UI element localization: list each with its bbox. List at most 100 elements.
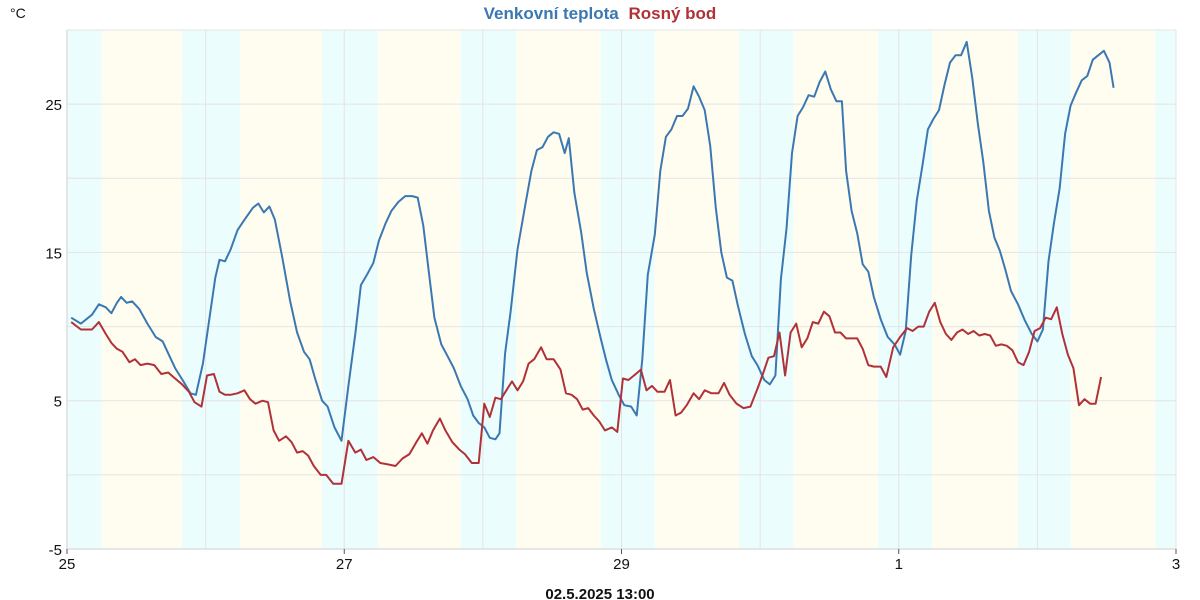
dewpoint-point: [873, 366, 875, 368]
temperature-point: [105, 306, 107, 308]
dewpoint-point: [1045, 317, 1047, 319]
band-twilight-16: [1155, 30, 1176, 549]
dewpoint-point: [478, 462, 480, 464]
dewpoint-point: [743, 407, 745, 409]
dewpoint-point: [116, 348, 118, 350]
temperature-point: [1053, 222, 1055, 224]
temperature-point: [268, 206, 270, 208]
temperature-point: [605, 360, 607, 362]
x-tick-label: 29: [613, 556, 630, 573]
temperature-point: [214, 277, 216, 279]
dewpoint-point: [669, 379, 671, 381]
dewpoint-point: [616, 431, 618, 433]
temperature-point: [126, 302, 128, 304]
dewpoint-point: [698, 398, 700, 400]
dewpoint-point: [365, 459, 367, 461]
dewpoint-point: [1006, 345, 1008, 347]
dewpoint-point: [1078, 404, 1080, 406]
band-day-11: [793, 30, 878, 549]
dewpoint-point: [984, 333, 986, 335]
band-twilight-6: [460, 30, 517, 549]
dewpoint-point: [213, 373, 215, 375]
band-day-9: [654, 30, 740, 549]
temperature-point: [1024, 320, 1026, 322]
dewpoint-point: [856, 337, 858, 339]
dewpoint-point: [680, 412, 682, 414]
temperature-point: [360, 284, 362, 286]
dewpoint-point: [273, 429, 275, 431]
temperature-point: [921, 165, 923, 167]
temperature-point: [971, 77, 973, 79]
dewpoint-point: [201, 406, 203, 408]
temperature-point: [636, 415, 638, 417]
temperature-point: [327, 406, 329, 408]
temperature-point: [230, 249, 232, 251]
dewpoint-point: [415, 441, 417, 443]
dewpoint-point: [546, 358, 548, 360]
temperature-point: [367, 272, 369, 274]
temperature-point: [1036, 340, 1038, 342]
temperature-point: [289, 300, 291, 302]
temperature-point: [568, 137, 570, 139]
dewpoint-point: [560, 369, 562, 371]
temperature-point: [354, 333, 356, 335]
dewpoint-point: [80, 329, 82, 331]
dewpoint-point: [749, 406, 751, 408]
dewpoint-point: [128, 361, 130, 363]
temperature-point: [932, 118, 934, 120]
temperature-point: [263, 211, 265, 213]
temperature-point: [910, 254, 912, 256]
dewpoint-point: [1017, 361, 1019, 363]
y-unit-label: °C: [10, 5, 26, 21]
dewpoint-point: [146, 363, 148, 365]
temperature-point: [819, 81, 821, 83]
temperature-point: [960, 54, 962, 56]
temperature-point: [899, 354, 901, 356]
temperature-point: [687, 108, 689, 110]
x-tick-label: 3: [1172, 556, 1180, 573]
dewpoint-point: [1000, 343, 1002, 345]
temperature-point: [510, 311, 512, 313]
dewpoint-point: [834, 332, 836, 334]
temperature-point: [999, 250, 1001, 252]
dewpoint-point: [767, 357, 769, 359]
dewpoint-point: [736, 403, 738, 405]
dewpoint-point: [325, 474, 327, 476]
dewpoint-point: [1089, 403, 1091, 405]
temperature-point: [525, 201, 527, 203]
dewpoint-point: [823, 311, 825, 313]
dewpoint-point: [1084, 398, 1086, 400]
y-tick-label: 25: [45, 97, 62, 114]
dewpoint-point: [967, 333, 969, 335]
temperature-point: [737, 305, 739, 307]
dewpoint-point: [432, 429, 434, 431]
temperature-point: [536, 149, 538, 151]
dewpoint-point: [934, 302, 936, 304]
dewpoint-point: [795, 323, 797, 325]
dewpoint-point: [458, 449, 460, 451]
dewpoint-point: [917, 326, 919, 328]
dewpoint-point: [675, 415, 677, 417]
dewpoint-point: [517, 389, 519, 391]
temperature-point: [1005, 269, 1007, 271]
dewpoint-point: [711, 392, 713, 394]
temperature-point: [1097, 54, 1099, 56]
temperature-point: [682, 115, 684, 117]
dewpoint-point: [828, 315, 830, 317]
temperature-point: [824, 71, 826, 73]
dewpoint-point: [320, 474, 322, 476]
band-twilight-4: [322, 30, 378, 549]
dewpoint-point: [657, 391, 659, 393]
temperature-point: [504, 352, 506, 354]
temperature-point: [530, 170, 532, 172]
dewpoint-point: [249, 398, 251, 400]
legend-temperature: Venkovní teplota: [484, 4, 620, 23]
dewpoint-point: [483, 403, 485, 405]
dewpoint-point: [989, 335, 991, 337]
band-twilight-0: [67, 30, 102, 549]
temperature-point: [654, 234, 656, 236]
temperature-point: [91, 314, 93, 316]
dewpoint-point: [906, 327, 908, 329]
dewpoint-point: [571, 394, 573, 396]
band-day-1: [101, 30, 183, 549]
